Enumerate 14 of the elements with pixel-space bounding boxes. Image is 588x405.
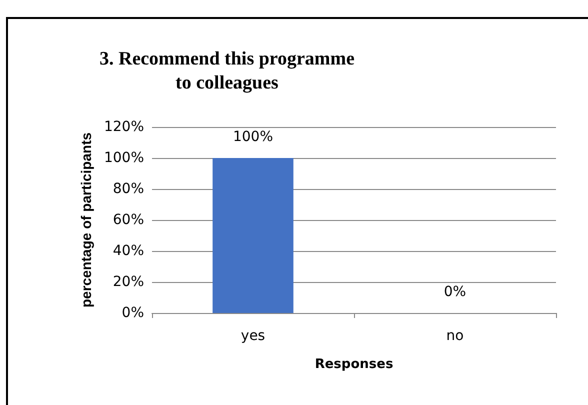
data-label: 100%	[232, 129, 274, 145]
y-tick-label: 40%	[112, 243, 144, 259]
x-tick-label: no	[446, 328, 464, 344]
y-tick-label: 0%	[122, 305, 144, 321]
x-tick-label: yes	[240, 328, 266, 344]
y-tick-label: 120%	[104, 119, 144, 135]
data-label: 0%	[444, 284, 466, 300]
y-axis-title: percentage of participants	[78, 132, 94, 308]
chart-title: 3. Recommend this programme to colleagues	[99, 48, 355, 94]
y-tick-label: 60%	[112, 212, 144, 228]
y-tick-label: 20%	[112, 274, 144, 290]
y-tick-label: 100%	[104, 150, 144, 166]
x-axis-title: Responses	[314, 357, 394, 372]
y-tick-label: 80%	[112, 181, 144, 197]
